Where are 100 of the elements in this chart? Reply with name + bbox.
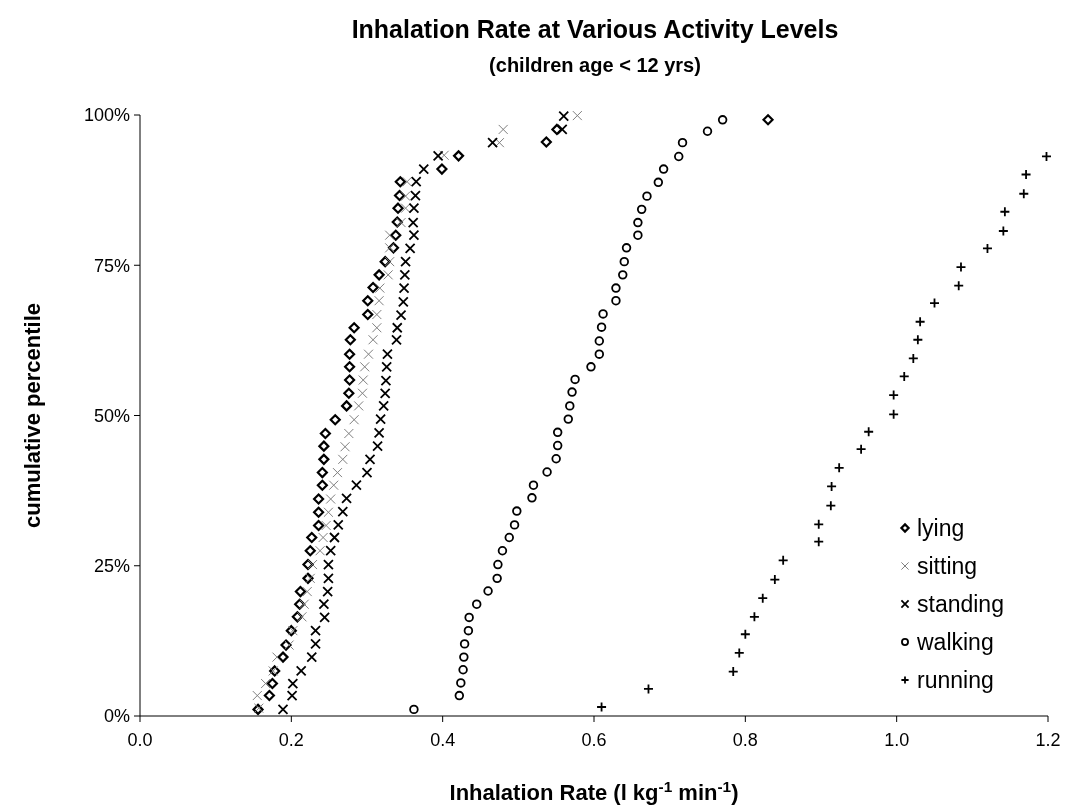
point [384, 242, 395, 253]
point [390, 229, 402, 241]
point [361, 467, 373, 478]
point [319, 427, 331, 440]
point [558, 110, 570, 122]
point [863, 426, 875, 438]
point [280, 639, 292, 651]
point [371, 309, 382, 320]
point [263, 689, 275, 702]
point [340, 400, 353, 412]
point [375, 413, 387, 425]
point [586, 362, 596, 372]
x-tick-label: 1.0 [884, 730, 910, 750]
point [252, 690, 263, 701]
point [387, 242, 400, 254]
point [271, 652, 282, 663]
point [318, 453, 330, 465]
point [286, 690, 298, 701]
point [408, 229, 420, 241]
legend-label: lying [917, 515, 965, 542]
legend-label: standing [917, 591, 1004, 618]
point [299, 599, 310, 610]
point [296, 611, 307, 622]
chart-subtitle: (children age < 12 yrs) [489, 54, 701, 76]
point [364, 453, 376, 465]
point [497, 546, 508, 556]
point [343, 387, 355, 399]
point [312, 506, 325, 518]
point [328, 480, 339, 491]
point [463, 625, 474, 636]
point [674, 151, 684, 162]
point [332, 467, 343, 478]
point [813, 536, 825, 548]
y-tick-label: 25% [93, 556, 130, 577]
point [380, 375, 392, 387]
point [436, 163, 448, 175]
point [410, 190, 421, 201]
x-tick-label: 0.4 [430, 730, 456, 750]
point [452, 150, 465, 162]
point [458, 665, 468, 675]
point [410, 176, 422, 188]
point [392, 202, 404, 214]
point [344, 348, 356, 360]
x-tick-label: 0.6 [581, 730, 607, 750]
point [512, 506, 522, 516]
point [594, 349, 605, 359]
point [322, 586, 334, 597]
point [551, 123, 563, 136]
point [487, 137, 499, 149]
point [567, 387, 577, 397]
point [528, 480, 539, 490]
point [349, 414, 360, 425]
point [618, 270, 628, 280]
point [400, 203, 411, 214]
point [344, 334, 356, 346]
point [302, 558, 314, 571]
point [825, 500, 837, 512]
point [329, 414, 341, 426]
point [318, 532, 329, 543]
point [572, 110, 583, 121]
point [702, 126, 713, 136]
point [391, 216, 403, 228]
point [619, 256, 629, 267]
point [312, 493, 325, 505]
point [307, 559, 318, 570]
point [344, 361, 356, 373]
point [611, 283, 621, 293]
point [397, 296, 409, 308]
point [398, 282, 410, 294]
point [379, 387, 391, 399]
point [504, 532, 514, 543]
point [310, 638, 321, 650]
point [739, 628, 751, 640]
point [400, 256, 411, 268]
point [456, 678, 466, 688]
point [294, 598, 306, 610]
legend-label: walking [916, 629, 994, 656]
point [408, 202, 420, 214]
point [439, 150, 450, 161]
point [400, 191, 411, 202]
point [325, 545, 337, 557]
point [316, 479, 328, 491]
point [432, 150, 444, 162]
point [318, 440, 330, 452]
point [306, 531, 318, 544]
point [611, 295, 621, 306]
point [302, 586, 313, 597]
point [323, 572, 334, 584]
x-tick-label: 0.8 [732, 730, 758, 750]
point [373, 269, 385, 281]
legend-label: sitting [917, 553, 978, 580]
point [315, 545, 326, 556]
point [464, 612, 474, 623]
point [563, 414, 573, 424]
x-tick-label: 0.2 [278, 730, 304, 750]
point [316, 467, 328, 479]
point [367, 281, 379, 294]
point [594, 336, 605, 346]
point [287, 678, 299, 689]
point [459, 652, 469, 662]
